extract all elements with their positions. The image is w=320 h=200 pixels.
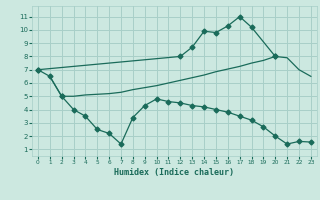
X-axis label: Humidex (Indice chaleur): Humidex (Indice chaleur) xyxy=(115,168,234,177)
